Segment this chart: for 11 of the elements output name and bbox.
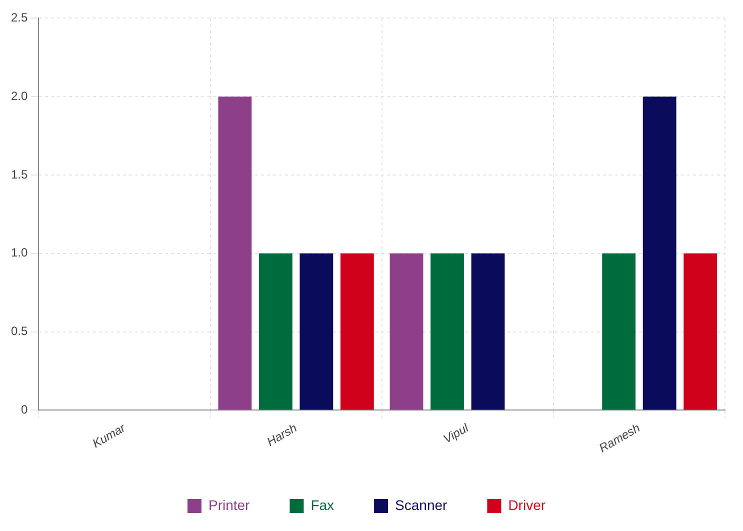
- legend-label: Fax: [310, 496, 334, 513]
- y-tick-label: 1.5: [10, 167, 28, 182]
- legend-label: Driver: [508, 496, 546, 513]
- y-tick-label: 2.0: [10, 88, 28, 103]
- legend-label: Printer: [208, 496, 250, 513]
- y-tick-label: 1.0: [10, 246, 28, 260]
- y-tick-label: 0: [20, 402, 28, 416]
- x-tick-label: Vipul: [440, 420, 472, 446]
- y-tick-label: 2.5: [10, 10, 28, 25]
- legend-label: Scanner: [395, 496, 448, 513]
- y-tick-label: 0.5: [10, 324, 28, 338]
